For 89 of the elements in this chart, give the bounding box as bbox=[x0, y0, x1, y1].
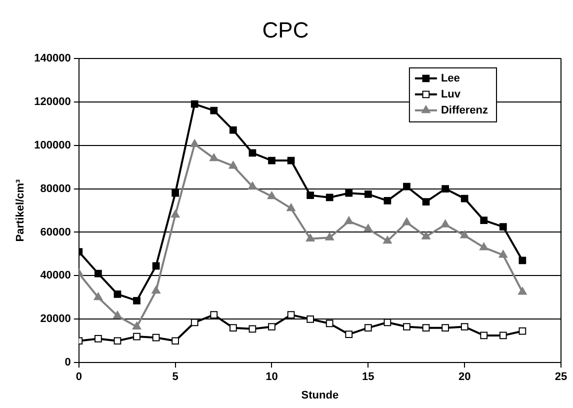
point bbox=[384, 318, 392, 326]
point bbox=[499, 223, 507, 230]
x-tick-label: 5 bbox=[172, 371, 178, 384]
point bbox=[383, 236, 392, 244]
y-tick-label: 60000 bbox=[40, 226, 71, 238]
point bbox=[133, 296, 140, 304]
point bbox=[94, 292, 103, 300]
point bbox=[287, 311, 295, 318]
point bbox=[209, 153, 218, 162]
point bbox=[442, 324, 449, 332]
point bbox=[364, 190, 372, 198]
point bbox=[422, 232, 430, 240]
x-tick-label: 0 bbox=[76, 371, 82, 384]
point bbox=[133, 332, 140, 340]
point bbox=[384, 197, 392, 204]
point bbox=[326, 194, 334, 202]
point bbox=[518, 286, 527, 295]
point bbox=[364, 224, 373, 232]
x-tick-label: 15 bbox=[362, 371, 374, 384]
point bbox=[172, 189, 180, 197]
point bbox=[190, 139, 200, 147]
x-axis-title: Stunde bbox=[301, 389, 339, 402]
point bbox=[94, 335, 102, 342]
point bbox=[422, 324, 430, 332]
point bbox=[228, 160, 238, 169]
point bbox=[152, 262, 160, 270]
point bbox=[403, 323, 410, 330]
point bbox=[325, 232, 334, 240]
y-tick-label: 120000 bbox=[34, 96, 71, 108]
point bbox=[114, 337, 122, 345]
point bbox=[442, 185, 449, 192]
y-tick-label: 140000 bbox=[34, 52, 71, 64]
point bbox=[229, 324, 237, 332]
legend-label: Differenz bbox=[440, 104, 488, 116]
point bbox=[344, 216, 354, 224]
y-tick-label: 0 bbox=[64, 356, 71, 369]
point bbox=[113, 310, 122, 319]
point bbox=[210, 311, 218, 318]
y-tick-label: 100000 bbox=[34, 139, 71, 152]
point bbox=[152, 286, 160, 294]
point bbox=[170, 210, 180, 218]
point bbox=[480, 216, 488, 224]
x-tick-label: 25 bbox=[554, 371, 568, 384]
point bbox=[306, 315, 314, 323]
point bbox=[440, 220, 450, 228]
point bbox=[132, 322, 142, 330]
point bbox=[114, 290, 122, 298]
y-tick-label: 80000 bbox=[40, 182, 71, 195]
point bbox=[402, 217, 412, 226]
point bbox=[326, 320, 334, 328]
point bbox=[518, 327, 526, 335]
point bbox=[345, 330, 353, 338]
y-tick-label: 20000 bbox=[40, 313, 71, 326]
point bbox=[460, 230, 469, 238]
y-tick-label: 40000 bbox=[40, 270, 71, 282]
point bbox=[480, 332, 488, 340]
point bbox=[190, 318, 198, 326]
point bbox=[286, 203, 296, 212]
point bbox=[306, 192, 314, 199]
point bbox=[152, 334, 160, 342]
point bbox=[422, 198, 430, 206]
point bbox=[345, 189, 353, 197]
point bbox=[268, 323, 276, 330]
point bbox=[518, 256, 526, 264]
point bbox=[460, 194, 468, 202]
point bbox=[499, 332, 507, 340]
point bbox=[498, 250, 508, 258]
y-axis-title: Partikel/cm³ bbox=[14, 178, 27, 242]
point bbox=[248, 149, 256, 157]
x-tick-label: 10 bbox=[266, 371, 278, 384]
point bbox=[268, 156, 276, 164]
point bbox=[287, 156, 295, 164]
point bbox=[364, 324, 372, 332]
point bbox=[460, 323, 468, 330]
legend-label: Lee bbox=[440, 72, 460, 84]
point bbox=[172, 337, 180, 345]
point bbox=[306, 234, 315, 242]
point bbox=[248, 325, 256, 333]
point bbox=[94, 270, 102, 278]
point bbox=[267, 191, 276, 200]
point bbox=[190, 100, 198, 108]
legend-label: Luv bbox=[440, 88, 462, 100]
x-tick-label: 20 bbox=[458, 371, 471, 384]
point bbox=[479, 242, 488, 250]
point bbox=[248, 182, 257, 190]
chart-title: CPC bbox=[262, 17, 309, 42]
point bbox=[403, 182, 410, 190]
point bbox=[210, 106, 218, 114]
point bbox=[229, 126, 237, 134]
